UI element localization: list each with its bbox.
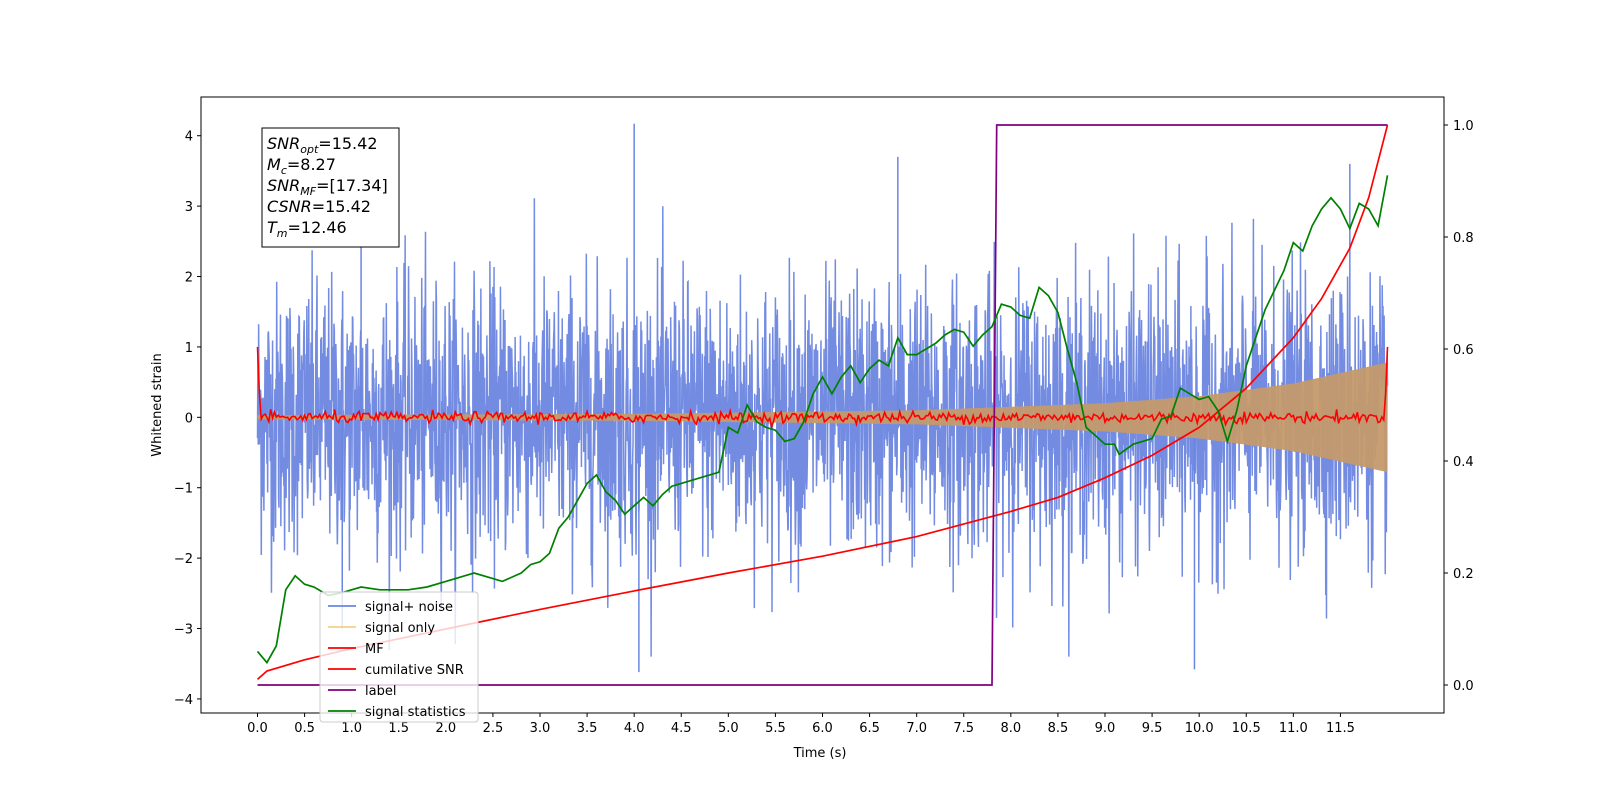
x-tick-label: 0.0 — [247, 721, 268, 736]
x-tick-label: 8.5 — [1048, 721, 1069, 736]
info-line: CSNR=15.42 — [267, 197, 371, 216]
x-tick-label: 9.5 — [1142, 721, 1163, 736]
legend-entry-label: signal+ noise — [365, 600, 453, 615]
x-tick-label: 3.5 — [577, 721, 598, 736]
legend-entry-label: cumilative SNR — [365, 663, 464, 678]
legend-entry-label: signal statistics — [365, 705, 466, 720]
axes: 0.0 0.5 1.0 1.5 2.0 2.5 3.0 3.5 4.0 4.5 5.0 5.5 6.0 6… — [174, 96, 1474, 736]
info-line: SNRopt=15.42 — [267, 134, 378, 156]
x-tick-label: 11.5 — [1326, 721, 1355, 736]
x-tick-label: 5.0 — [718, 721, 739, 736]
info-box: SNRopt=15.42Mc=8.27SNRMF=[17.34]CSNR=15.… — [261, 127, 400, 248]
legend-entry-label: MF — [365, 642, 384, 657]
y-tick-label: −3 — [174, 623, 193, 638]
y-tick-label: 3 — [185, 200, 193, 215]
series-signal-only — [257, 362, 1388, 473]
x-tick-label: 6.0 — [812, 721, 833, 736]
info-line: SNRMF=[17.34] — [267, 176, 388, 198]
legend: signal+ noise signal only MF cumilative SNR… — [319, 591, 479, 723]
series-mf — [256, 346, 1389, 430]
y-tick-label: −1 — [174, 482, 193, 497]
series-label — [257, 124, 1388, 686]
y2-tick-label: 0.8 — [1453, 231, 1474, 246]
info-line: Tm=12.46 — [267, 218, 347, 240]
x-tick-label: 2.0 — [435, 721, 456, 736]
x-tick-label: 6.5 — [859, 721, 880, 736]
x-tick-label: 3.0 — [530, 721, 551, 736]
plot-area — [256, 123, 1389, 686]
x-tick-label: 1.0 — [341, 721, 362, 736]
y2-tick-label: 0.6 — [1453, 343, 1474, 358]
x-axis-label: Time (s) — [793, 746, 847, 761]
y2-tick-label: 0.4 — [1453, 455, 1474, 470]
x-tick-label: 7.0 — [906, 721, 927, 736]
x-tick-label: 9.0 — [1095, 721, 1116, 736]
legend-entry-label: label — [365, 684, 396, 699]
y2-tick-label: 0.0 — [1453, 679, 1474, 694]
y-axis-label: Whitened strain — [150, 353, 165, 456]
legend-frame — [319, 591, 479, 723]
info-line: Mc=8.27 — [267, 155, 336, 177]
x-tick-label: 4.5 — [671, 721, 692, 736]
legend-entry-label: signal only — [365, 621, 435, 636]
x-tick-label: 7.5 — [953, 721, 974, 736]
y2-tick-label: 1.0 — [1453, 119, 1474, 134]
info-box-frame — [261, 127, 400, 248]
x-tick-label: 0.5 — [294, 721, 315, 736]
x-tick-label: 10.0 — [1185, 721, 1214, 736]
y-tick-label: 1 — [185, 341, 193, 356]
x-tick-label: 11.0 — [1279, 721, 1308, 736]
x-tick-label: 1.5 — [388, 721, 409, 736]
x-tick-label: 10.5 — [1232, 721, 1261, 736]
series-signal-statistics — [256, 175, 1389, 665]
x-tick-label: 4.0 — [624, 721, 645, 736]
x-tick-label: 5.5 — [765, 721, 786, 736]
y2-tick-label: 0.2 — [1453, 567, 1474, 582]
y-tick-label: 4 — [185, 130, 193, 145]
y-tick-label: 0 — [185, 411, 193, 426]
y-tick-label: −2 — [174, 552, 193, 567]
y-tick-label: 2 — [185, 271, 193, 286]
x-tick-label: 2.5 — [483, 721, 504, 736]
y-tick-label: −4 — [174, 693, 193, 708]
x-tick-label: 8.0 — [1000, 721, 1021, 736]
